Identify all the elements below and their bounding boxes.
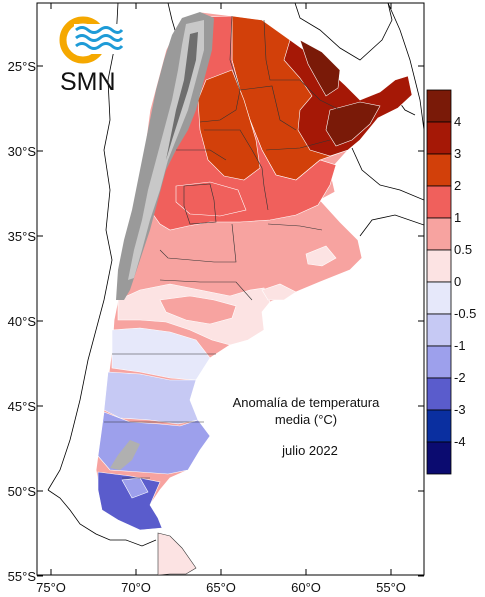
color-scale-swatch <box>426 313 452 347</box>
color-scale-swatch <box>426 409 452 443</box>
longitude-axis: 75°O 70°O 65°O 60°O 55°O <box>36 3 406 595</box>
color-scale-swatch <box>426 89 452 123</box>
tierra-del-fuego <box>157 532 197 575</box>
lat-label: 50°S <box>8 484 37 499</box>
color-scale-label: 0.5 <box>454 242 472 257</box>
lat-label: 35°S <box>8 229 37 244</box>
lat-label: 40°S <box>8 314 37 329</box>
lon-label: 55°O <box>376 580 406 595</box>
color-scale: 4 3 2 1 0.5 0 -0.5 -1 -2 -3 -4 <box>426 89 476 475</box>
color-scale-swatch <box>426 217 452 251</box>
neighbor-borders <box>47 3 424 491</box>
color-scale-label: -0.5 <box>454 306 476 321</box>
color-scale-label: 1 <box>454 210 461 225</box>
color-scale-label: 3 <box>454 146 461 161</box>
color-scale-swatch <box>426 249 452 283</box>
chile-coast <box>47 489 157 547</box>
smn-logo: SMN <box>59 16 124 96</box>
lon-label: 65°O <box>206 580 236 595</box>
lon-label: 70°O <box>121 580 151 595</box>
latitude-axis: 25°S 30°S 35°S 40°S 45°S 50°S 55°S <box>8 59 424 584</box>
color-scale-label: -3 <box>454 402 466 417</box>
andes-relief <box>110 12 214 470</box>
wave-icon <box>75 42 124 50</box>
color-scale-swatch <box>426 121 452 155</box>
color-scale-label: -2 <box>454 370 466 385</box>
legend-title-line2: media (°C) <box>275 412 337 427</box>
lat-label: 30°S <box>8 144 37 159</box>
lat-label: 45°S <box>8 399 37 414</box>
province-borders <box>104 15 341 479</box>
color-scale-label: -4 <box>454 434 466 449</box>
color-scale-swatch <box>426 345 452 379</box>
color-scale-label: -1 <box>454 338 466 353</box>
lon-label: 75°O <box>36 580 66 595</box>
lat-label: 55°S <box>8 569 37 584</box>
lon-label: 60°O <box>291 580 321 595</box>
logo-text: SMN <box>60 68 116 96</box>
lat-label: 25°S <box>8 59 37 74</box>
color-scale-swatch <box>426 377 452 411</box>
color-scale-label: 2 <box>454 178 461 193</box>
color-scale-label: 4 <box>454 114 461 129</box>
legend-period: julio 2022 <box>281 443 338 458</box>
anomaly-zones <box>97 15 413 531</box>
legend-title-line1: Anomalía de temperatura <box>233 395 380 410</box>
color-scale-swatch <box>426 441 452 475</box>
color-scale-swatch <box>426 281 452 315</box>
color-scale-label: 0 <box>454 274 461 289</box>
wave-icon <box>75 26 124 34</box>
wave-icon <box>75 34 124 42</box>
color-scale-swatch <box>426 153 452 187</box>
color-scale-swatch <box>426 185 452 219</box>
